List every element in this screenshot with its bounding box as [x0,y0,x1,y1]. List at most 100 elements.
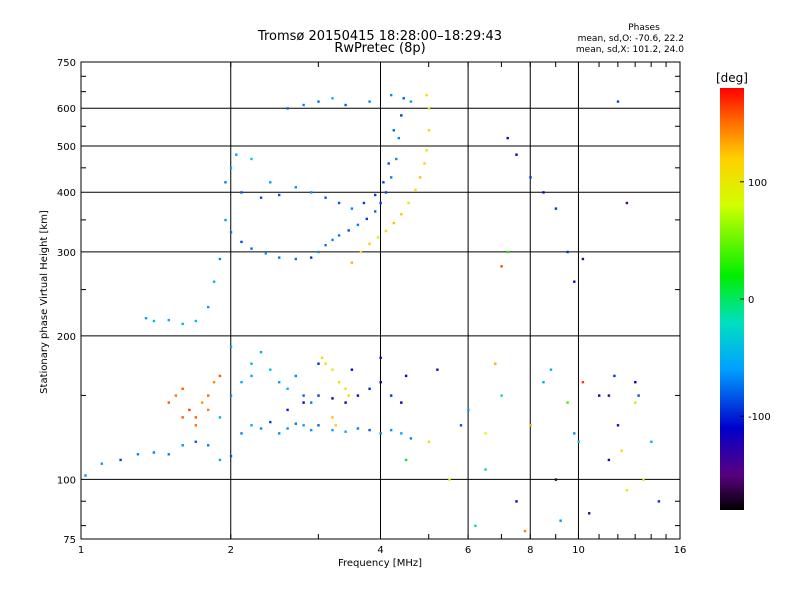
data-point [484,432,487,435]
data-point [379,381,382,384]
data-point [392,221,395,225]
data-point [331,368,334,371]
data-point [616,100,620,103]
data-point [390,428,393,432]
y-tick-label: 200 [57,332,76,343]
data-point [347,229,350,232]
data-point [194,319,197,323]
chart-subtitle: RwPretec (8p) [334,41,425,56]
data-point [642,478,645,481]
data-point [310,428,313,432]
data-point [368,428,371,432]
data-point [400,213,403,216]
data-point [573,432,576,435]
data-point [634,401,637,404]
data-point [188,408,191,412]
data-point [229,394,233,397]
y-tick-label: 400 [57,188,76,199]
data-point [409,437,413,440]
data-point [337,381,341,384]
data-point [302,401,305,404]
data-point [218,458,222,462]
chart-title: Tromsø 20150415 18:28:00–18:29:43 [257,29,502,44]
data-point [344,103,347,107]
data-point [269,181,272,184]
data-point [250,362,253,365]
data-point [650,440,653,443]
grid-lines [81,62,680,539]
data-point [387,162,390,165]
data-point [395,157,398,161]
data-point [467,408,470,412]
data-point [218,416,222,419]
data-point [554,207,558,210]
data-point [598,394,601,397]
data-point [382,181,385,184]
data-point [152,319,156,323]
data-point [310,256,313,259]
x-axis-label: Frequency [MHz] [338,558,422,569]
data-point [425,93,428,97]
data-point [404,374,408,378]
data-point [384,191,388,194]
data-point [286,427,289,430]
data-point [436,368,439,371]
data-point [181,322,184,326]
data-point [397,136,400,140]
data-point [324,362,327,365]
data-point [84,474,87,477]
data-point [484,468,487,471]
data-point [368,387,371,390]
data-point [224,181,227,184]
data-point [278,432,281,435]
data-point [566,250,569,254]
data-point [240,240,243,244]
data-points [84,93,661,533]
data-point [212,280,216,283]
data-point [320,356,324,359]
data-point [400,432,403,435]
data-point [588,512,591,515]
data-point [581,381,585,384]
data-point [581,257,585,261]
data-point [404,458,408,462]
data-point [294,257,297,261]
data-point [207,305,210,309]
y-tick-label: 750 [57,58,76,69]
data-point [554,478,558,481]
x-tick-label: 1 [78,545,84,556]
data-point [344,387,347,390]
data-point [250,424,253,427]
data-point [616,424,620,427]
data-point [350,261,354,264]
data-point [494,362,497,365]
data-point [207,444,210,447]
data-point [334,424,337,427]
x-tick-label: 4 [377,545,383,556]
data-point [240,432,243,435]
data-point [337,201,341,205]
x-tick-label: 8 [527,545,533,556]
data-point [181,387,184,390]
data-point [474,524,477,527]
data-point [167,318,170,322]
data-point [181,416,184,419]
data-point [418,176,422,179]
data-point [506,136,509,140]
data-point [362,201,366,205]
data-point [566,401,569,404]
data-point [200,401,204,404]
data-point [390,394,393,397]
data-point [374,193,377,197]
data-point [119,458,122,462]
data-point [344,401,347,404]
data-point [506,250,509,254]
data-point [212,381,216,384]
data-point [207,408,210,412]
data-point [390,93,393,97]
y-tick-label: 300 [57,248,76,259]
data-point [278,193,281,197]
data-point [427,440,431,443]
data-point [350,207,354,210]
